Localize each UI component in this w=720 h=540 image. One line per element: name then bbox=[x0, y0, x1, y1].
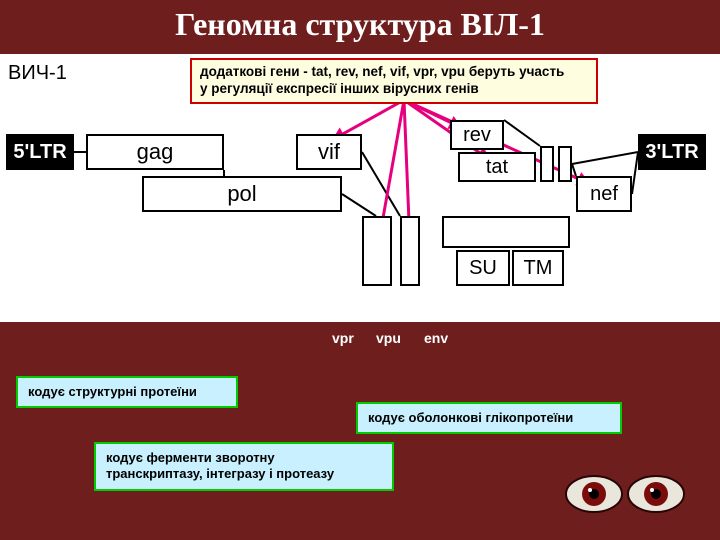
gene-box-vif: vif bbox=[296, 134, 362, 170]
gene-label-vpr: vpr bbox=[332, 330, 354, 346]
gene-box-pol: pol bbox=[142, 176, 342, 212]
callout-enzymes: кодує ферменти зворотну транскриптазу, і… bbox=[94, 442, 394, 491]
gene-box-SU: SU bbox=[456, 250, 510, 286]
gene-box-TM: TM bbox=[512, 250, 564, 286]
ltr-3-box: 3'LTR bbox=[638, 134, 706, 170]
gene-box-unnamed-11 bbox=[540, 146, 554, 182]
gene-box-rev: rev bbox=[450, 120, 504, 150]
gene-box-tat: tat bbox=[458, 152, 536, 182]
gene-box-unnamed-7 bbox=[400, 216, 420, 286]
ltr-5-box: 5'LTR bbox=[6, 134, 74, 170]
callout-accessory-genes: додаткові гени - tat, rev, nef, vif, vpr… bbox=[190, 58, 598, 104]
gene-box-unnamed-6 bbox=[362, 216, 392, 286]
callout-envelope: кодує оболонкові глікопротеїни bbox=[356, 402, 622, 434]
gene-label-env: env bbox=[424, 330, 448, 346]
callout-structural: кодує структурні протеїни bbox=[16, 376, 238, 408]
eyes-icon bbox=[560, 462, 690, 526]
gene-label-vpu: vpu bbox=[376, 330, 401, 346]
gene-box-unnamed-12 bbox=[558, 146, 572, 182]
gene-box-unnamed-10 bbox=[442, 216, 570, 248]
gene-box-nef: nef bbox=[576, 176, 632, 212]
gene-box-gag: gag bbox=[86, 134, 224, 170]
